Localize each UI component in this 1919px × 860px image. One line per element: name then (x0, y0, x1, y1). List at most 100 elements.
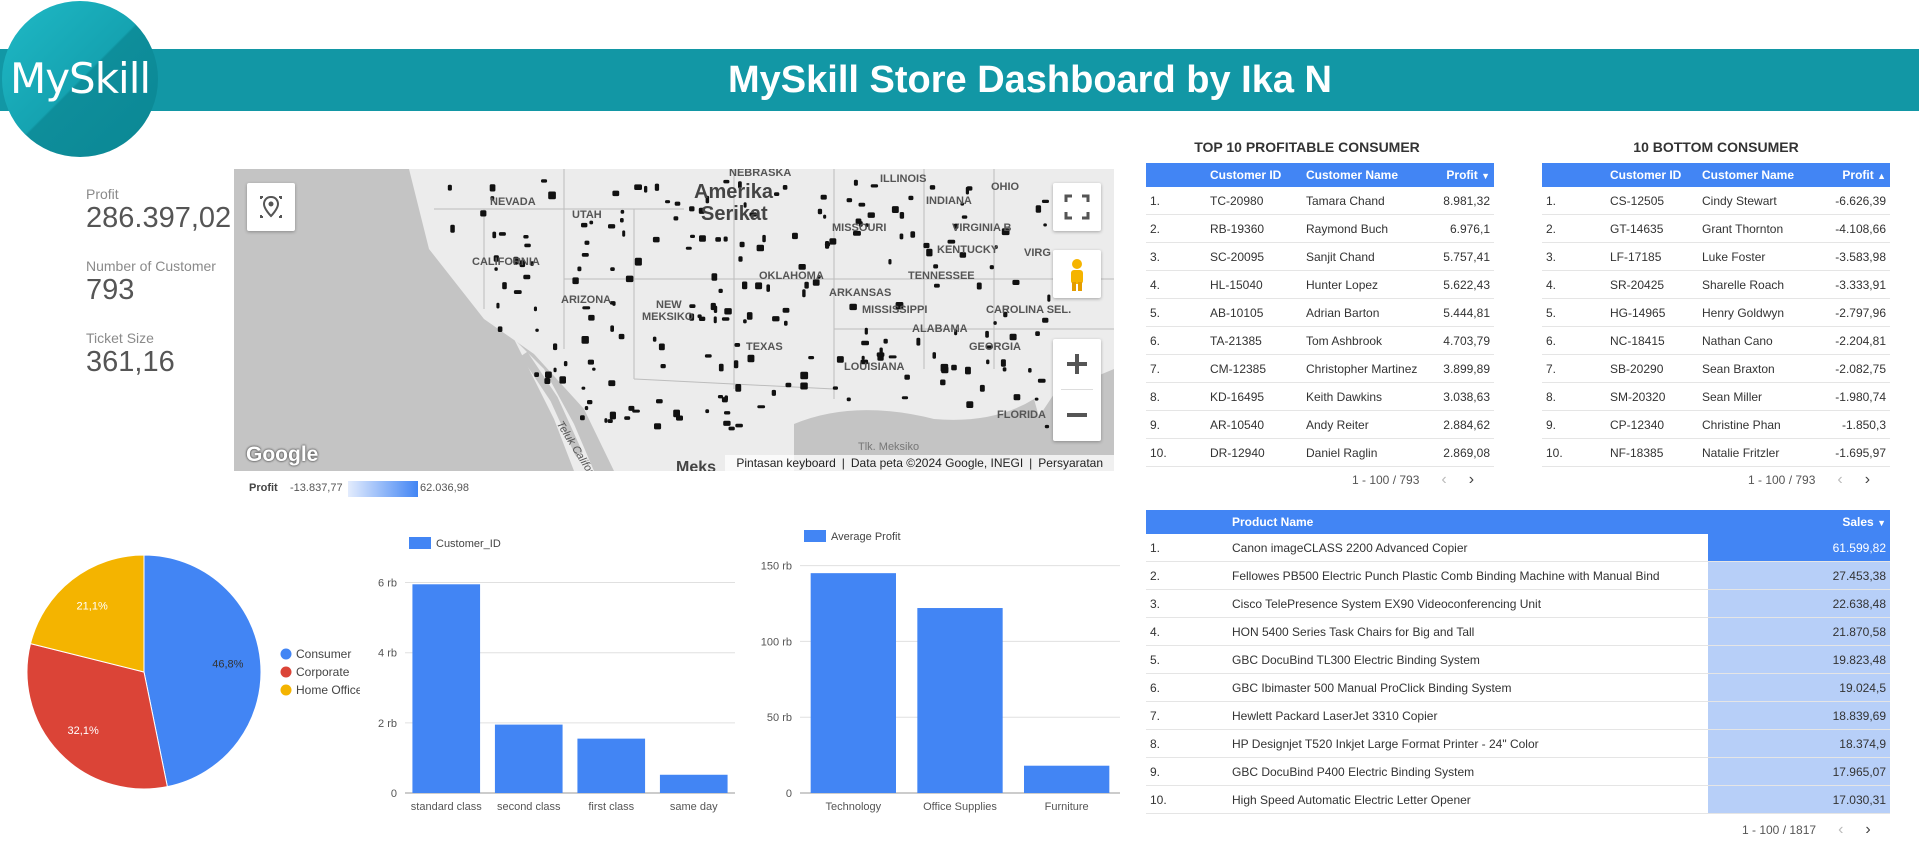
profit-header[interactable]: Profit ▲ (1816, 163, 1890, 187)
prev-page-icon[interactable]: ‹ (1837, 471, 1843, 488)
customer-point (622, 230, 626, 237)
customer-id-header[interactable]: Customer ID (1606, 163, 1698, 187)
table-row[interactable]: 8. HP Designjet T520 Inkjet Large Format … (1146, 729, 1890, 758)
row-number: 2. (1146, 561, 1228, 590)
table-row[interactable]: 2. Fellowes PB500 Electric Punch Plastic … (1146, 561, 1890, 590)
table-cell: Tom Ashbrook (1302, 326, 1428, 355)
table-row[interactable]: 3. LF-17185 Luke Foster -3.583,98 (1542, 242, 1890, 271)
table-row[interactable]: 3. SC-20095 Sanjit Chand 5.757,41 (1146, 242, 1494, 271)
table-row[interactable]: 8. SM-20320 Sean Miller -1.980,74 (1542, 382, 1890, 411)
table-row[interactable]: 9. CP-12340 Christine Phan -1.850,3 (1542, 410, 1890, 439)
table-cell: Adrian Barton (1302, 298, 1428, 327)
customer-point (947, 239, 956, 244)
customer-point (933, 264, 939, 269)
table-row[interactable]: 7. SB-20290 Sean Braxton -2.082,75 (1542, 354, 1890, 383)
zoom-in-button[interactable] (1053, 339, 1101, 389)
customer-point (738, 181, 742, 189)
table-row[interactable]: 10. High Speed Automatic Electric Letter … (1146, 785, 1890, 814)
prev-page-icon[interactable]: ‹ (1838, 821, 1844, 838)
table-row[interactable]: 7. Hewlett Packard LaserJet 3310 Copier 18… (1146, 701, 1890, 730)
table-row[interactable]: 6. NC-18415 Nathan Cano -2.204,81 (1542, 326, 1890, 355)
terms-link[interactable]: Persyaratan (1038, 456, 1103, 470)
customer-point (718, 363, 724, 372)
table-row[interactable]: 6. TA-21385 Tom Ashbrook 4.703,79 (1146, 326, 1494, 355)
customer-name-header[interactable]: Customer Name (1302, 163, 1428, 187)
customer-point (723, 179, 730, 184)
pie-slice-home-office (29, 554, 145, 673)
customer-point (533, 306, 537, 312)
table-row[interactable]: 1. CS-12505 Cindy Stewart -6.626,39 (1542, 187, 1890, 215)
table-row[interactable]: 8. KD-16495 Keith Dawkins 3.038,63 (1146, 382, 1494, 411)
table-row[interactable]: 7. CM-12385 Christopher Martinez 3.899,89 (1146, 354, 1494, 383)
customer-point (800, 371, 809, 380)
zoom-out-button[interactable] (1053, 390, 1101, 440)
table-cell: GT-14635 (1606, 214, 1698, 243)
fullscreen-button[interactable] (1053, 183, 1101, 231)
pie-legend: Consumer Corporate Home Office (280, 647, 360, 697)
customer-point (553, 367, 557, 373)
table-row[interactable]: 9. GBC DocuBind P400 Electric Binding Sys… (1146, 757, 1890, 786)
table-row[interactable]: 4. HL-15040 Hunter Lopez 5.622,43 (1146, 270, 1494, 299)
profit-header[interactable]: Profit ▼ (1428, 163, 1494, 187)
y-tick-label: 2 rb (378, 718, 397, 730)
street-view-button[interactable] (1053, 250, 1101, 298)
table-row[interactable]: 9. AR-10540 Andy Reiter 2.884,62 (1146, 410, 1494, 439)
customer-point (986, 359, 990, 365)
row-number: 4. (1542, 270, 1606, 299)
customer-point (829, 238, 837, 245)
sales-cell: 17.030,31 (1708, 785, 1890, 814)
next-page-icon[interactable]: › (1468, 471, 1475, 488)
table-row[interactable]: 1. TC-20980 Tamara Chand 8.981,32 (1146, 187, 1494, 215)
table-row[interactable]: 10. NF-18385 Natalie Fritzler -1.695,97 (1542, 438, 1890, 467)
customer-point (823, 214, 827, 219)
customer-name-header[interactable]: Customer Name (1698, 163, 1816, 187)
table-row[interactable]: 4. HON 5400 Series Task Chairs for Big an… (1146, 617, 1890, 646)
y-tick-label: 150 rb (761, 561, 792, 573)
customer-point (698, 207, 705, 214)
product-name-header[interactable]: Product Name (1228, 510, 1708, 534)
table-row[interactable]: 10. DR-12940 Daniel Raglin 2.869,08 (1146, 438, 1494, 467)
next-page-icon[interactable]: › (1864, 471, 1871, 488)
table-row[interactable]: 5. GBC DocuBind TL300 Electric Binding Sy… (1146, 645, 1890, 674)
locate-button[interactable] (247, 183, 295, 231)
customer-point (804, 281, 809, 289)
table-row[interactable]: 2. GT-14635 Grant Thornton -4.108,66 (1542, 214, 1890, 243)
customer-point (519, 260, 526, 268)
profit-cell: 5.622,43 (1428, 270, 1494, 299)
customer-point (899, 233, 904, 240)
table-row[interactable]: 5. HG-14965 Henry Goldwyn -2.797,96 (1542, 298, 1890, 327)
keyboard-shortcuts-link[interactable]: Pintasan keyboard (736, 456, 836, 470)
table-row[interactable]: 6. GBC Ibimaster 500 Manual ProClick Bind… (1146, 673, 1890, 702)
sales-header[interactable]: Sales ▼ (1708, 510, 1890, 534)
table-row[interactable]: 3. Cisco TelePresence System EX90 Videoco… (1146, 589, 1890, 618)
prev-page-icon[interactable]: ‹ (1441, 471, 1447, 488)
customer-point (923, 242, 930, 249)
table-row[interactable]: 4. SR-20425 Sharelle Roach -3.333,91 (1542, 270, 1890, 299)
customer-point (802, 289, 806, 298)
customer-point (513, 256, 519, 265)
customer-point (867, 212, 875, 218)
table-row[interactable]: 1. Canon imageCLASS 2200 Advanced Copier 6… (1146, 534, 1890, 562)
row-number: 5. (1146, 645, 1228, 674)
customer-point (674, 201, 681, 206)
customer-point (733, 360, 739, 369)
map-label-country: Amerika (694, 181, 773, 203)
customer-id-header[interactable]: Customer ID (1206, 163, 1302, 187)
customer-point (961, 215, 968, 219)
pie-slices (26, 554, 262, 790)
profit-map[interactable]: NEBRASKA ILLINOIS NEVADA UTAH INDIANA OH… (234, 169, 1114, 471)
customer-point (994, 245, 998, 249)
customer-point (654, 423, 662, 430)
table-row[interactable]: 2. RB-19360 Raymond Buch 6.976,1 (1146, 214, 1494, 243)
y-tick-label: 0 (391, 788, 397, 800)
map-label: NEW (656, 299, 682, 311)
row-number: 8. (1542, 382, 1606, 411)
map-label: OHIO (991, 181, 1020, 193)
next-page-icon[interactable]: › (1865, 821, 1871, 838)
customer-point (774, 192, 780, 196)
customer-point (954, 329, 958, 336)
map-label: FLORIDA (997, 409, 1046, 421)
customer-point (820, 194, 827, 200)
x-tick-label: second class (497, 801, 561, 813)
table-row[interactable]: 5. AB-10105 Adrian Barton 5.444,81 (1146, 298, 1494, 327)
